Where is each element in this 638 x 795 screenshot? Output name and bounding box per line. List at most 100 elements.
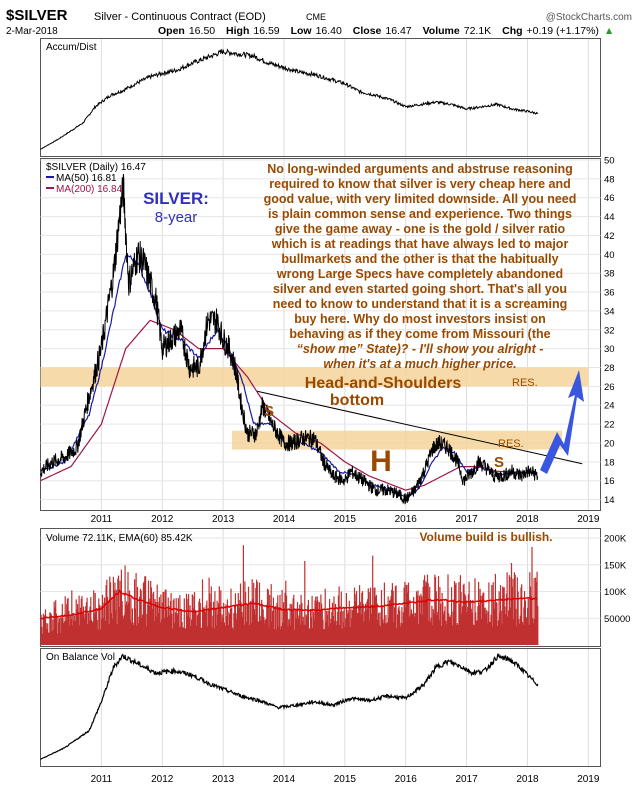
volume-bar xyxy=(129,619,131,645)
volume-bar xyxy=(58,618,60,645)
volume-tick-2: 150K xyxy=(604,560,627,571)
volume-bar xyxy=(54,607,56,645)
volume-bar xyxy=(279,594,281,645)
obv-legend: On Balance Vol xyxy=(46,652,115,663)
volume-bar xyxy=(104,597,106,645)
volume-bar xyxy=(185,593,188,645)
volume-bar xyxy=(203,607,205,645)
volume-bar xyxy=(47,632,49,645)
volume-bar xyxy=(221,614,223,645)
volume-bar xyxy=(242,545,244,645)
volume-bar xyxy=(140,590,142,645)
volume-bar xyxy=(421,614,423,645)
volume-bar xyxy=(304,624,307,645)
commentary-line-4: is plain common sense and experience. Tw… xyxy=(268,207,572,221)
volume-bars xyxy=(40,545,539,645)
volume-ema-line xyxy=(40,589,538,620)
volume-bar xyxy=(288,619,290,645)
volume-bar xyxy=(264,623,266,645)
volume-bar xyxy=(85,606,87,645)
volume-bar xyxy=(155,616,158,645)
volume-bar xyxy=(139,588,141,645)
volume-bar xyxy=(226,616,228,645)
volume-bar xyxy=(302,616,304,645)
volume-bar xyxy=(88,620,90,645)
volume-bar xyxy=(413,616,415,645)
volume-bar xyxy=(157,601,159,645)
volume-bar xyxy=(90,597,92,645)
volume-bar xyxy=(525,618,527,645)
volume-bar xyxy=(174,612,177,645)
volume-bar xyxy=(107,596,109,645)
volume-bar xyxy=(518,619,520,645)
volume-bar xyxy=(476,620,478,645)
volume-bar xyxy=(43,616,45,645)
volume-bar xyxy=(520,587,522,645)
volume-bar xyxy=(163,591,165,645)
volume-bar xyxy=(261,606,263,645)
obv-panel xyxy=(40,648,601,767)
price-line xyxy=(40,173,539,505)
volume-bar xyxy=(439,587,441,645)
volume-bar xyxy=(406,584,408,645)
volume-bar xyxy=(192,595,194,645)
upper-resistance-band xyxy=(40,367,589,387)
volume-bar xyxy=(282,622,284,645)
volume-bar xyxy=(296,608,298,645)
volume-bar xyxy=(96,610,98,645)
volume-bar xyxy=(471,612,473,645)
price-panel xyxy=(40,158,601,511)
volume-bar xyxy=(89,606,91,645)
price-legend: $SILVER (Daily) 16.47 MA(50) 16.81 MA(20… xyxy=(46,162,146,195)
volume-bar xyxy=(394,607,396,645)
volume-bar xyxy=(291,609,293,645)
price-xtick-2014: 2014 xyxy=(273,514,296,525)
volume-bar xyxy=(209,593,211,645)
volume-bar xyxy=(322,619,324,645)
volume-bar xyxy=(437,576,440,645)
volume-bar xyxy=(258,622,260,645)
volume-bar xyxy=(298,615,300,645)
volume-bar xyxy=(260,620,262,645)
volume-bar xyxy=(283,602,285,645)
volume-bar xyxy=(465,600,467,645)
volume-bar xyxy=(112,576,114,645)
volume-bar xyxy=(156,584,158,645)
volume-bar xyxy=(234,593,236,645)
volume-bar xyxy=(469,601,471,645)
volume-bar xyxy=(441,592,443,645)
volume-bar xyxy=(378,625,380,645)
chart-title-silver: SILVER: xyxy=(143,189,209,208)
volume-bar xyxy=(470,600,472,645)
volume-bar xyxy=(52,629,55,645)
volume-bar xyxy=(199,598,201,645)
volume-bar xyxy=(516,626,518,645)
volume-bar xyxy=(363,621,365,645)
volume-bar xyxy=(499,585,502,645)
volume-bar xyxy=(447,574,449,645)
volume-bar xyxy=(445,623,448,645)
volume-bar xyxy=(269,607,272,645)
volume-bar xyxy=(194,609,196,645)
price-tick-44: 44 xyxy=(604,212,615,223)
volume-bar xyxy=(297,619,299,645)
volume-bar xyxy=(146,613,148,645)
volume-bar xyxy=(160,594,162,645)
volume-bar xyxy=(333,596,335,645)
contract-name: Silver - Continuous Contract (EOD) xyxy=(94,11,266,23)
volume-bar xyxy=(104,620,106,645)
price-xtick-2017: 2017 xyxy=(455,514,478,525)
volume-bar xyxy=(128,590,131,645)
volume-bar xyxy=(340,611,342,645)
volume-bar xyxy=(263,617,265,645)
volume-bar xyxy=(59,633,61,645)
volume-bar xyxy=(179,595,181,645)
volume-bar xyxy=(74,615,76,645)
volume-bar xyxy=(241,612,243,645)
volume-bar xyxy=(291,604,293,645)
volume-bar xyxy=(408,616,410,645)
volume-bar xyxy=(380,590,383,645)
volume-bar xyxy=(532,623,534,645)
volume-bar xyxy=(430,617,432,645)
